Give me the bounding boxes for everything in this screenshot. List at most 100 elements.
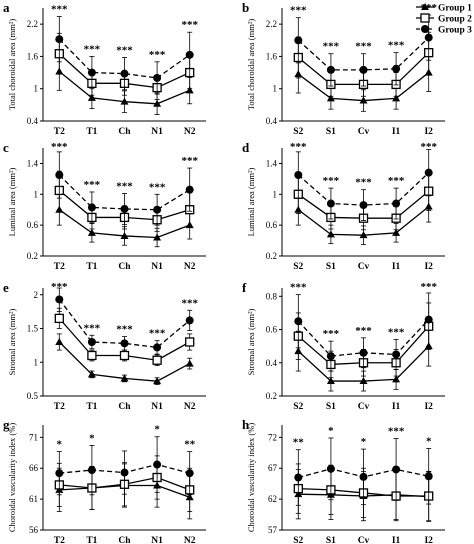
legend-label: Group 1 <box>438 4 472 14</box>
data-point <box>326 65 335 74</box>
data-point <box>185 86 194 94</box>
y-tick-label: 0.2 <box>27 251 38 261</box>
data-point <box>153 99 162 107</box>
x-tick-label: T1 <box>86 536 97 544</box>
significance-label: ** <box>184 439 196 451</box>
data-point <box>87 466 96 475</box>
x-tick-label: Cv <box>358 262 370 272</box>
y-tick-label: 1 <box>34 189 39 199</box>
data-point <box>424 33 433 42</box>
data-point <box>294 171 303 179</box>
data-point <box>359 96 368 104</box>
y-tick-label: 1 <box>34 357 39 367</box>
y-tick-label: 1 <box>273 189 278 199</box>
y-axis-label: Luminal area (mm²) <box>246 168 256 237</box>
x-tick-label: T2 <box>54 127 65 137</box>
y-axis-label: Choroidal vascularity index (%) <box>7 423 17 532</box>
data-point <box>326 199 335 208</box>
significance-label: *** <box>116 45 133 57</box>
panel-e: e 0.5 1 1.5 2 Stromal area (mm²) T2 T1 Ch N1 N2 ***… <box>3 280 206 412</box>
series-group-3 <box>55 151 194 226</box>
significance-label: *** <box>51 281 68 293</box>
panel-letter: c <box>3 140 9 155</box>
series-group-3 <box>55 287 194 355</box>
x-tick-label: S1 <box>326 402 336 412</box>
x-tick-label: S2 <box>293 262 303 272</box>
panel-c: c 0.2 0.6 1 1.4 Luminal area (mm²) T2 T1 Ch N1 N2 *… <box>3 140 206 272</box>
y-axis-label: Total choroidal area (mm²) <box>7 19 17 111</box>
x-tick-label: I2 <box>424 127 433 137</box>
panel-letter: e <box>3 280 9 295</box>
panel-letter: g <box>3 417 10 432</box>
data-point <box>87 203 96 212</box>
data-point <box>87 68 96 77</box>
significance-label: *** <box>51 141 68 153</box>
data-point <box>87 228 96 236</box>
x-tick-label: Ch <box>118 262 131 272</box>
significance-label: *** <box>149 181 166 193</box>
x-tick-label: T2 <box>54 536 65 544</box>
significance-label: * <box>154 424 160 436</box>
significance-label: *** <box>290 141 307 153</box>
y-tick-label: 2.2 <box>27 19 38 29</box>
data-point <box>185 337 195 347</box>
legend-marker <box>420 13 430 23</box>
y-tick-label: 66 <box>29 463 39 473</box>
x-tick-label: T2 <box>54 262 65 272</box>
data-point <box>55 35 64 44</box>
data-point <box>120 204 129 213</box>
data-point <box>294 473 303 482</box>
y-tick-label: 71 <box>29 432 38 442</box>
significance-label: * <box>361 436 367 448</box>
data-point <box>424 315 433 324</box>
x-tick-label: N2 <box>184 127 196 137</box>
data-point <box>392 350 401 359</box>
legend-label: Group 2 <box>438 15 472 25</box>
x-tick-label: N1 <box>151 262 163 272</box>
significance-label: *** <box>420 281 437 293</box>
data-point <box>326 464 335 473</box>
data-point <box>120 339 129 348</box>
x-tick-label: I1 <box>392 536 401 544</box>
data-point <box>359 231 368 239</box>
x-tick-label: Cv <box>358 402 370 412</box>
x-tick-label: Cv <box>358 536 370 544</box>
data-point <box>153 343 162 352</box>
x-tick-label: S1 <box>326 262 336 272</box>
x-tick-label: S1 <box>326 127 336 137</box>
y-tick-label: 1.6 <box>27 51 39 61</box>
y-tick-label: 0.6 <box>27 220 39 230</box>
significance-label: *** <box>388 327 405 339</box>
y-axis-label: Total choroidal area (mm²) <box>246 19 256 111</box>
significance-label: * <box>89 432 95 444</box>
x-tick-label: Ch <box>118 536 131 544</box>
significance-label: *** <box>355 325 372 337</box>
x-tick-label: N1 <box>151 536 163 544</box>
significance-label: *** <box>149 328 166 340</box>
data-point <box>392 375 401 383</box>
data-point <box>359 348 368 357</box>
data-point <box>424 472 433 481</box>
legend-item: Group 3 <box>416 25 472 36</box>
series-group-3 <box>294 292 433 372</box>
y-axis-label: Luminal area (mm²) <box>7 168 17 237</box>
significance-label: * <box>426 435 432 447</box>
significance-label: *** <box>420 141 437 153</box>
y-axis-label: Choroidal vascularity index (%) <box>246 423 256 532</box>
series-group-3 <box>55 16 194 95</box>
data-point <box>153 73 162 82</box>
x-tick-label: T1 <box>86 402 97 412</box>
y-tick-label: 1.5 <box>27 324 39 334</box>
series-line <box>58 299 191 349</box>
significance-label: *** <box>388 175 405 187</box>
data-point <box>120 69 129 78</box>
x-tick-label: I2 <box>424 402 433 412</box>
x-tick-label: N1 <box>151 402 163 412</box>
x-tick-label: Ch <box>118 402 131 412</box>
y-tick-label: 1.6 <box>266 51 278 61</box>
legend-item: Group 2 <box>416 13 472 25</box>
panel-d: d 0.2 0.6 1 1.4 Luminal area (mm²) S2 S1 Cv I1 I2 *… <box>242 140 445 272</box>
significance-label: *** <box>84 179 101 191</box>
